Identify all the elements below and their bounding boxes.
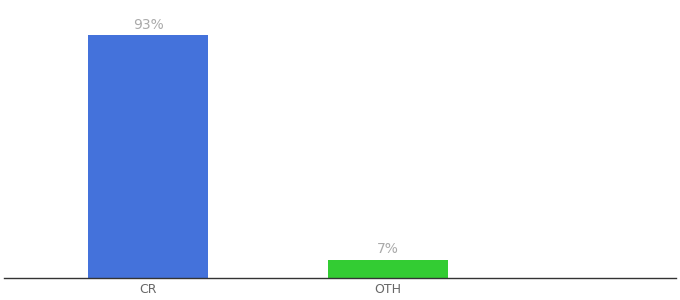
Text: 93%: 93%: [133, 17, 163, 32]
Bar: [88, 35, 208, 278]
Text: 7%: 7%: [377, 242, 399, 256]
Bar: [328, 260, 448, 278]
